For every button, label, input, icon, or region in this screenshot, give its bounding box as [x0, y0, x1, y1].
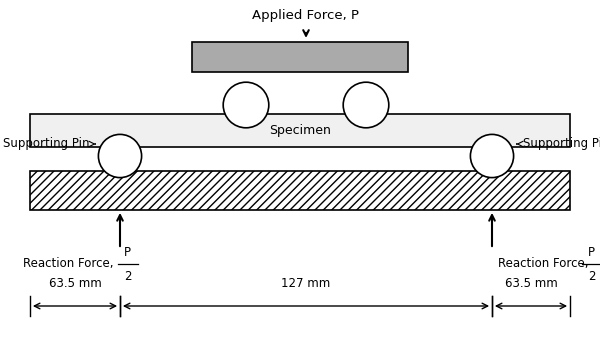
Text: P: P: [588, 245, 595, 259]
Ellipse shape: [470, 134, 514, 178]
Text: Supporting Pin: Supporting Pin: [523, 138, 600, 151]
Bar: [192, 42, 408, 72]
Ellipse shape: [343, 82, 389, 128]
Ellipse shape: [223, 82, 269, 128]
Text: Applied Force, P: Applied Force, P: [253, 8, 359, 21]
Text: 127 mm: 127 mm: [281, 277, 331, 290]
Text: Specimen: Specimen: [269, 124, 331, 137]
Text: Supporting Pin: Supporting Pin: [3, 138, 89, 151]
Text: Reaction Force,: Reaction Force,: [23, 258, 117, 271]
Text: 63.5 mm: 63.5 mm: [505, 277, 557, 290]
Text: Reaction Force,: Reaction Force,: [498, 258, 592, 271]
Text: 2: 2: [588, 270, 595, 282]
Ellipse shape: [98, 134, 142, 178]
Text: P: P: [124, 245, 131, 259]
Text: 63.5 mm: 63.5 mm: [49, 277, 101, 290]
Bar: [30, 114, 570, 147]
Bar: [30, 171, 570, 210]
Text: 2: 2: [124, 270, 131, 282]
